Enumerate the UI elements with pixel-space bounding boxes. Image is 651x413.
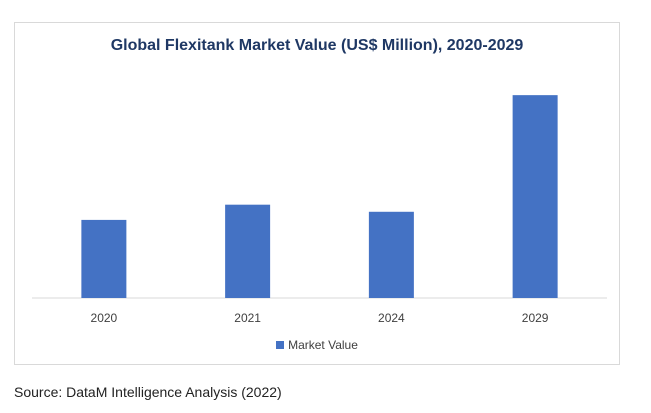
bar-2020 [81, 219, 127, 298]
x-tick-label: 2020 [91, 311, 118, 325]
chart-title: Global Flexitank Market Value (US$ Milli… [110, 37, 524, 54]
x-tick-label: 2024 [378, 311, 405, 325]
legend-swatch [276, 340, 285, 349]
bar-2021 [225, 204, 271, 298]
bar-2024 [368, 211, 414, 298]
x-tick-label: 2021 [234, 311, 261, 325]
x-tick-label: 2029 [522, 311, 549, 325]
source-note: Source: DataM Intelligence Analysis (202… [14, 384, 282, 400]
legend: Market Value [15, 337, 619, 352]
chart-container: Global Flexitank Market Value (US$ Milli… [14, 22, 620, 365]
legend-label: Market Value [288, 337, 358, 352]
plot-area: 2020 2021 2024 2029 [32, 95, 607, 325]
bar-2029 [512, 95, 558, 299]
